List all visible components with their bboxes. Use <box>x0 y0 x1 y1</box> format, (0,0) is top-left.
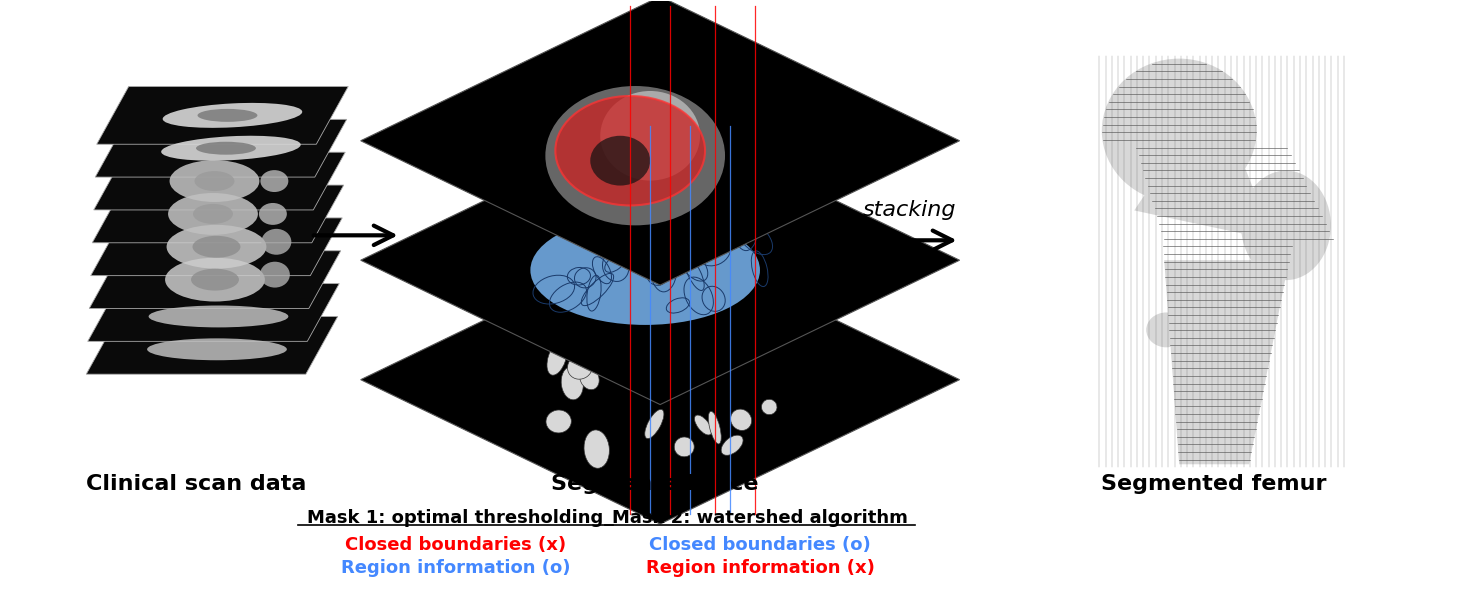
Polygon shape <box>97 86 348 144</box>
Ellipse shape <box>261 229 292 255</box>
Ellipse shape <box>531 215 760 325</box>
Ellipse shape <box>261 170 288 192</box>
Ellipse shape <box>631 354 652 384</box>
Ellipse shape <box>1102 59 1257 203</box>
Text: Clinical scan data: Clinical scan data <box>86 474 307 494</box>
Ellipse shape <box>546 86 726 226</box>
Ellipse shape <box>193 204 233 224</box>
Ellipse shape <box>162 103 302 128</box>
Ellipse shape <box>1146 313 1186 348</box>
Ellipse shape <box>732 314 752 335</box>
Ellipse shape <box>149 305 288 327</box>
Ellipse shape <box>674 437 695 457</box>
Polygon shape <box>93 185 344 243</box>
Polygon shape <box>94 152 345 210</box>
Polygon shape <box>1164 260 1289 464</box>
Ellipse shape <box>528 305 553 333</box>
Ellipse shape <box>170 160 260 202</box>
Ellipse shape <box>547 341 566 375</box>
Text: stacking: stacking <box>863 200 956 221</box>
Ellipse shape <box>192 268 239 291</box>
Ellipse shape <box>695 415 711 435</box>
Ellipse shape <box>165 257 266 302</box>
Polygon shape <box>361 0 960 285</box>
Ellipse shape <box>260 262 291 287</box>
Ellipse shape <box>652 358 680 390</box>
Text: Mask 2: watershed algorithm: Mask 2: watershed algorithm <box>612 509 909 527</box>
Ellipse shape <box>721 435 743 455</box>
Ellipse shape <box>699 352 726 381</box>
Polygon shape <box>96 120 347 177</box>
Ellipse shape <box>193 236 240 257</box>
Text: Mask 1: optimal thresholding: Mask 1: optimal thresholding <box>307 509 603 527</box>
Polygon shape <box>88 251 341 308</box>
Ellipse shape <box>556 96 705 205</box>
Ellipse shape <box>600 91 701 181</box>
Ellipse shape <box>198 109 258 122</box>
Text: Segmented femur: Segmented femur <box>1102 474 1328 494</box>
Text: Region information (o): Region information (o) <box>341 559 571 577</box>
Polygon shape <box>1134 121 1274 240</box>
Ellipse shape <box>640 342 658 373</box>
Ellipse shape <box>584 430 609 468</box>
Polygon shape <box>361 116 960 405</box>
Text: Closed boundaries (o): Closed boundaries (o) <box>649 536 870 554</box>
Ellipse shape <box>590 135 650 186</box>
Ellipse shape <box>260 203 286 225</box>
Text: Mask 2: Mask 2 <box>755 161 804 173</box>
Ellipse shape <box>648 315 667 336</box>
Ellipse shape <box>168 193 258 235</box>
Ellipse shape <box>196 142 255 154</box>
Ellipse shape <box>662 372 677 388</box>
Ellipse shape <box>745 324 771 350</box>
Ellipse shape <box>580 367 599 390</box>
Polygon shape <box>361 235 960 524</box>
Ellipse shape <box>730 409 752 430</box>
Ellipse shape <box>148 338 286 360</box>
Ellipse shape <box>761 399 777 414</box>
Ellipse shape <box>546 410 571 433</box>
Text: Segmented slice: Segmented slice <box>552 474 760 494</box>
Polygon shape <box>86 316 338 374</box>
Ellipse shape <box>568 355 593 379</box>
Ellipse shape <box>708 411 721 444</box>
Ellipse shape <box>195 171 235 191</box>
Polygon shape <box>87 284 339 341</box>
Polygon shape <box>91 218 342 276</box>
Ellipse shape <box>560 367 583 400</box>
Text: Closed boundaries (x): Closed boundaries (x) <box>345 536 566 554</box>
Ellipse shape <box>1240 170 1330 280</box>
Ellipse shape <box>167 225 267 268</box>
Ellipse shape <box>645 409 664 438</box>
Ellipse shape <box>161 135 301 161</box>
Text: Region information (x): Region information (x) <box>646 559 875 577</box>
Text: Mask 1: Mask 1 <box>730 9 780 22</box>
